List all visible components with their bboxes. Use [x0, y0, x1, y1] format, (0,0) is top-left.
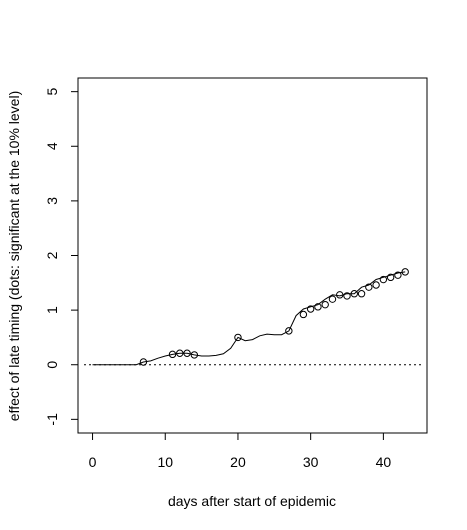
significant-point: [168, 350, 177, 359]
significant-point: [285, 327, 293, 335]
significant-point: [306, 305, 315, 313]
y-tick-label: 4: [44, 142, 60, 150]
significant-point: [328, 295, 337, 303]
x-tick-label: 40: [376, 454, 392, 470]
y-tick-label: 3: [44, 197, 60, 205]
x-tick-label: 10: [157, 454, 173, 470]
x-tick-label: 0: [89, 454, 97, 470]
y-axis-label: effect of late timing (dots: significant…: [6, 91, 22, 421]
y-tick-label: -1: [44, 413, 60, 426]
significant-point: [299, 310, 308, 319]
significant-point: [321, 300, 329, 309]
x-axis: 0 10 20 30 40: [89, 433, 392, 470]
significant-point: [394, 271, 402, 279]
significant-point: [190, 351, 199, 359]
significant-point: [386, 273, 395, 282]
x-tick-label: 20: [230, 454, 246, 470]
significant-point: [401, 268, 409, 276]
series-layer: [92, 268, 409, 366]
y-tick-label: 0: [44, 361, 60, 369]
significant-point: [139, 358, 148, 366]
significant-point: [176, 349, 184, 357]
significant-point: [314, 303, 322, 311]
significant-point: [372, 281, 380, 289]
significant-point: [336, 291, 344, 299]
x-tick-label: 30: [303, 454, 319, 470]
significant-point: [343, 292, 351, 300]
significant-point: [183, 349, 191, 357]
significant-point: [357, 290, 366, 298]
effect-line: [92, 271, 406, 366]
y-tick-label: 1: [44, 306, 60, 314]
significant-point: [365, 283, 373, 291]
significant-point: [350, 290, 358, 298]
significant-point: [379, 275, 388, 284]
x-axis-label: days after start of epidemic: [168, 493, 336, 509]
significant-point: [234, 333, 242, 342]
y-tick-label: 2: [44, 251, 60, 259]
plot-frame: [77, 77, 428, 434]
y-tick-label: 5: [44, 88, 60, 96]
y-axis: -1 0 1 2 3 4 5: [44, 88, 78, 426]
